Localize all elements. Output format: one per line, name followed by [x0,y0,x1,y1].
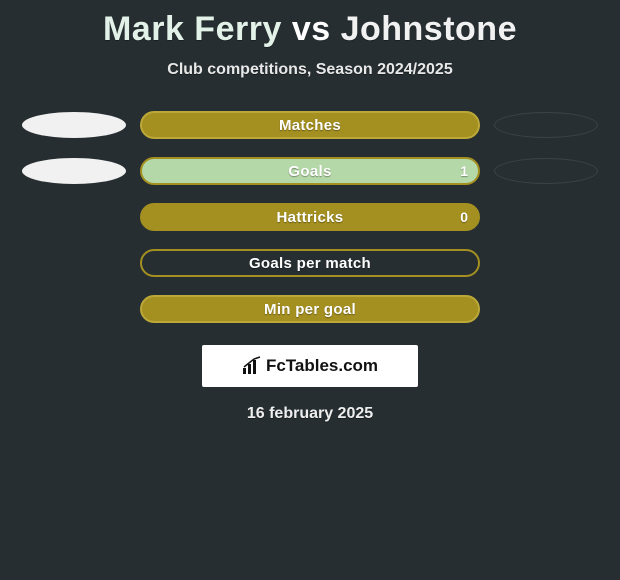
bars-icon [242,356,262,376]
page-title: Mark Ferry vs Johnstone [0,0,620,49]
branding-text: FcTables.com [266,356,378,376]
player1-name: Mark Ferry [103,10,282,48]
left-ellipse [22,112,126,138]
subtitle: Club competitions, Season 2024/2025 [0,61,620,79]
stat-label: Matches [279,117,341,134]
stat-value: 0 [460,209,468,225]
stat-value: 1 [460,163,468,179]
comparison-row: Matches [0,111,620,139]
right-ellipse [494,112,598,138]
stat-bar: Matches [140,111,480,139]
stat-label: Goals [288,163,331,180]
vs-label: vs [292,10,331,48]
stat-label: Hattricks [277,209,344,226]
comparison-row: Hattricks 0 [0,203,620,231]
stat-bar: Hattricks 0 [140,203,480,231]
comparison-row: Goals per match [0,249,620,277]
right-ellipse [494,158,598,184]
player2-name: Johnstone [341,10,517,48]
stat-label: Goals per match [249,255,371,272]
stat-bar: Min per goal [140,295,480,323]
left-ellipse [22,158,126,184]
comparison-row: Min per goal [0,295,620,323]
branding-box: FcTables.com [202,345,418,387]
comparison-chart: Matches Goals 1 Hattricks 0 Goals per match Mi… [0,111,620,323]
stat-bar: Goals per match [140,249,480,277]
comparison-row: Goals 1 [0,157,620,185]
stat-label: Min per goal [264,301,356,318]
stat-bar: Goals 1 [140,157,480,185]
footer-date: 16 february 2025 [0,405,620,423]
